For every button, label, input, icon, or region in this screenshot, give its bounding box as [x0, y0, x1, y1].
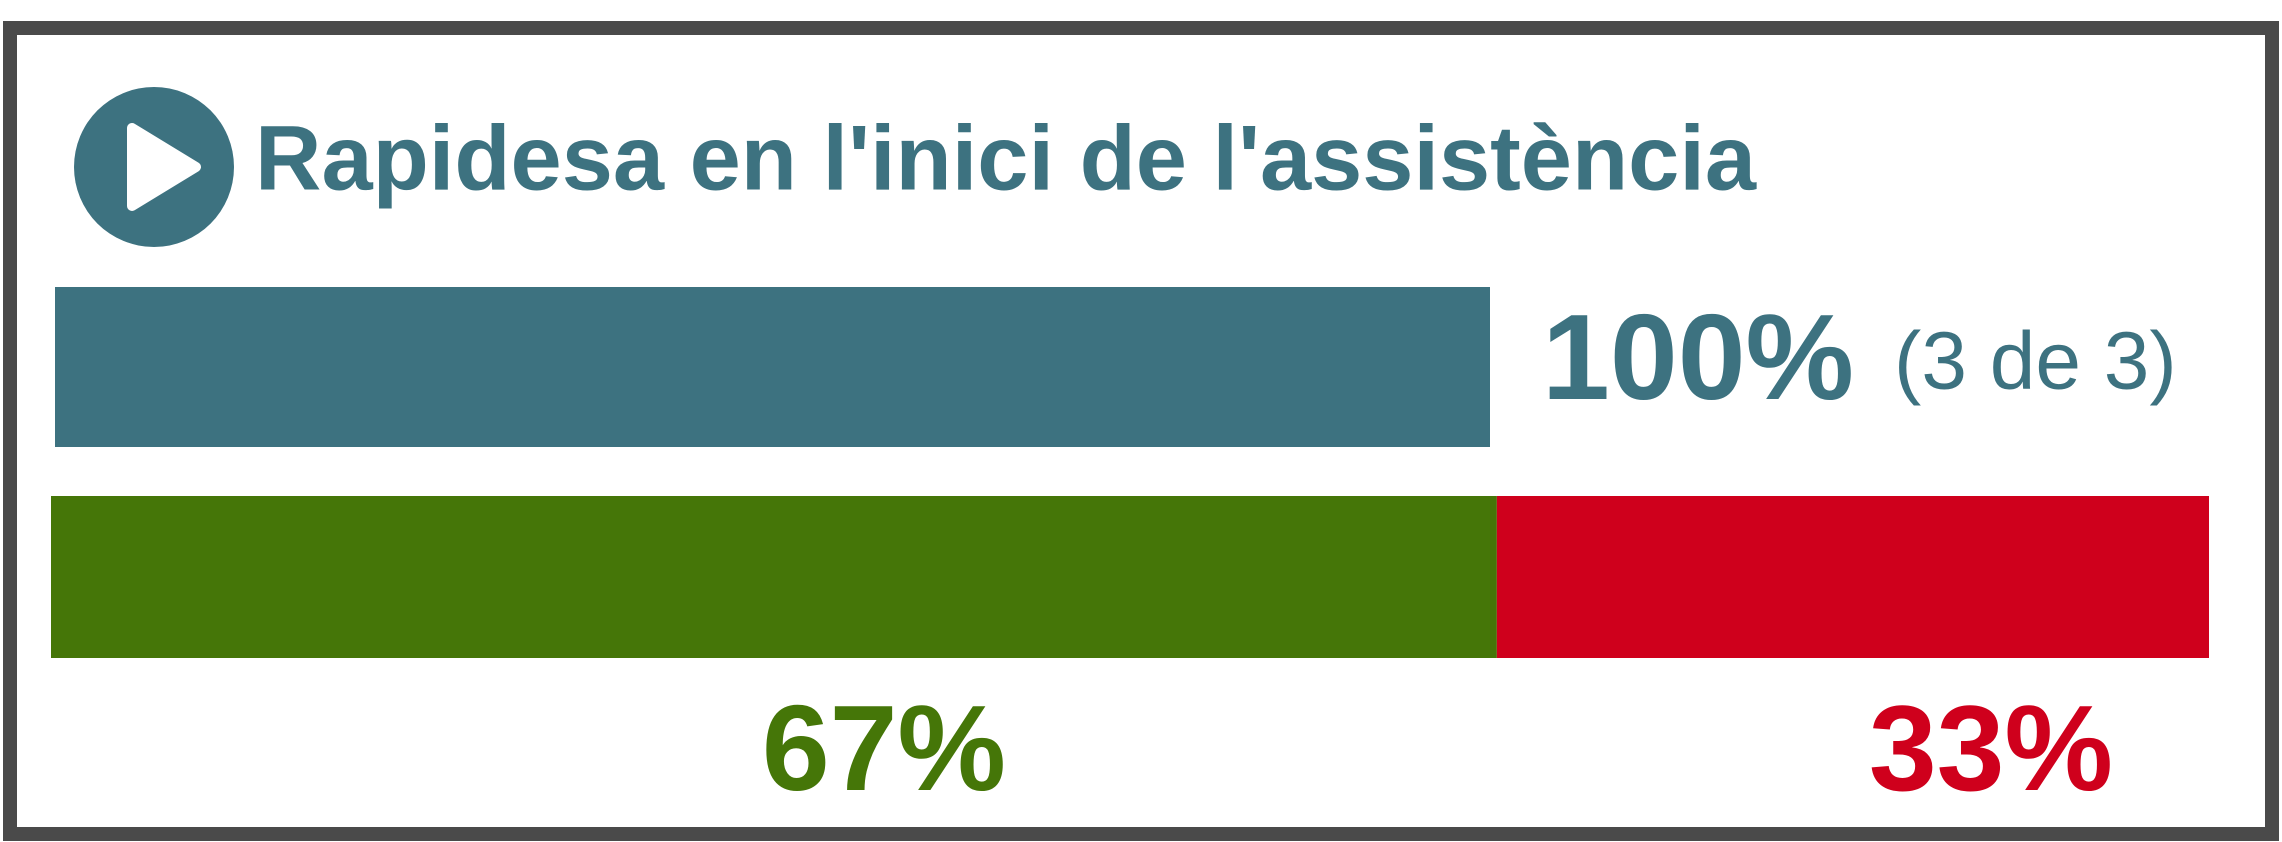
split-bar: [1496, 496, 2209, 658]
play-triangle: [127, 123, 201, 211]
total-label: 100%: [1542, 289, 1854, 425]
title: Rapidesa en l'inici de l'assistència: [255, 107, 1757, 209]
total-detail: (3 de 3): [1894, 316, 2177, 407]
split-bar: [51, 496, 1497, 658]
split-label: 33%: [1869, 680, 2113, 816]
total-bar: [55, 287, 1490, 447]
split-label: 67%: [762, 680, 1006, 816]
